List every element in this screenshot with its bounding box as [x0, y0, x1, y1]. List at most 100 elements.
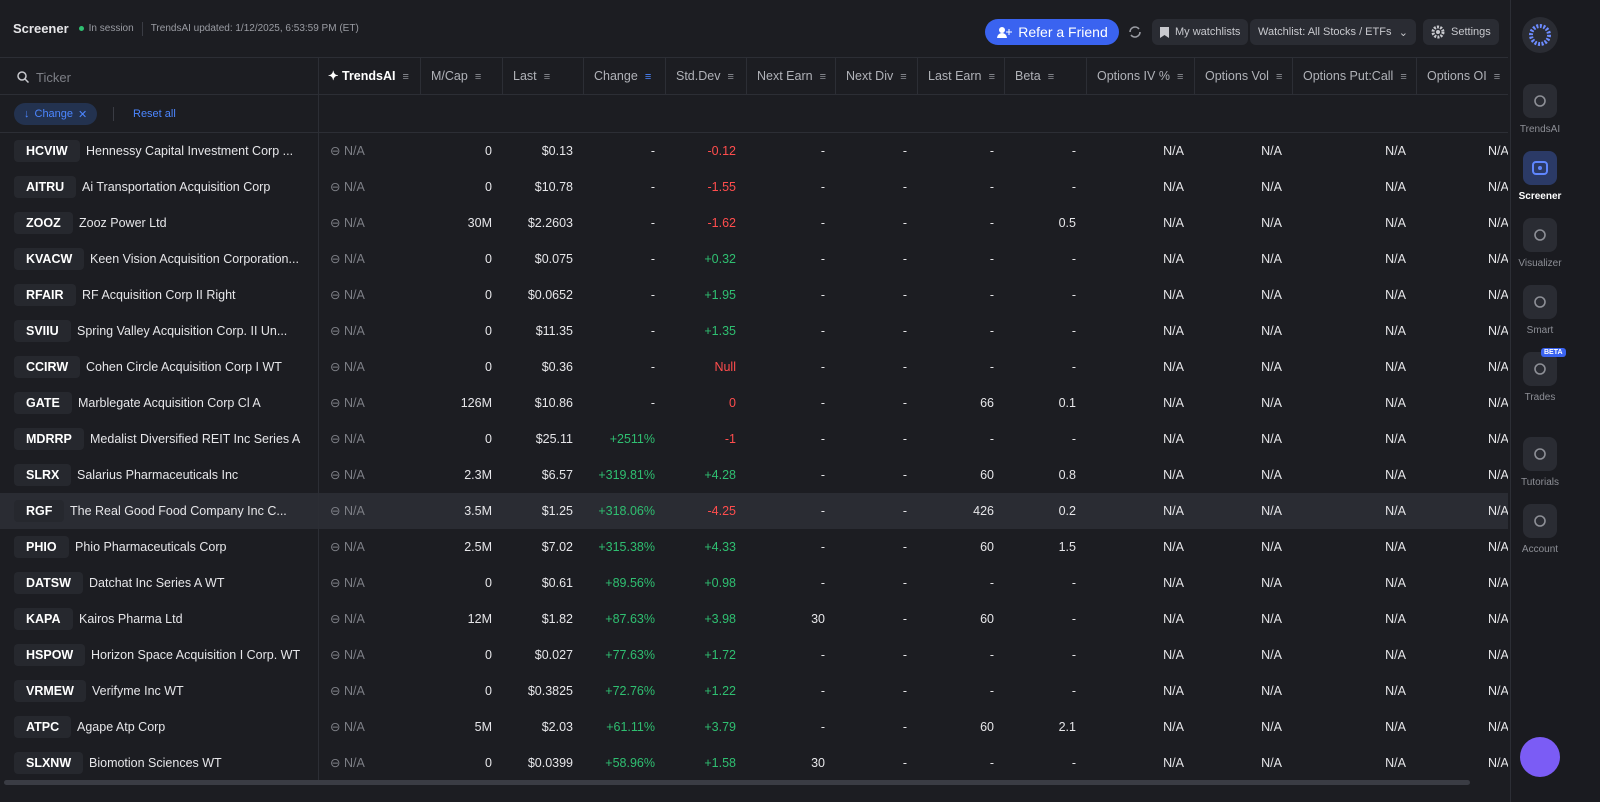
cell: $0.027: [534, 648, 573, 662]
table-row[interactable]: MDRRP Medalist Diversified REIT Inc Serie…: [0, 421, 1508, 457]
table-row[interactable]: HSPOW Horizon Space Acquisition I Corp. W…: [0, 637, 1508, 673]
column-header-cell[interactable]: Last Earn ≡: [917, 58, 1004, 95]
cell: $0.13: [541, 144, 573, 158]
cell: $0.075: [534, 252, 573, 266]
cell: N/A: [1488, 144, 1508, 158]
cell: N/A: [1488, 288, 1508, 302]
table-row[interactable]: AITRU Ai Transportation Acquisition Corp N…: [0, 169, 1508, 205]
watchlists-button[interactable]: My watchlists: [1152, 19, 1249, 45]
cell: -: [820, 360, 825, 374]
scrollbar[interactable]: [4, 780, 1470, 785]
table-row[interactable]: SLRX Salarius Pharmaceuticals Inc N/A ⊖ 2.3M…: [0, 457, 1508, 493]
nav-label: Smart: [1526, 325, 1554, 336]
column-header-cell[interactable]: Options Vol ≡: [1194, 58, 1292, 95]
cell: -: [1071, 756, 1076, 770]
nav-item[interactable]: Smart: [1511, 285, 1569, 336]
watchlist-select[interactable]: Watchlist: All Stocks / ETFs ⌄: [1250, 19, 1416, 45]
cell: -: [820, 180, 825, 194]
table-row[interactable]: ATPC Agape Atp Corp N/A ⊖ 5M $2.03 +61.11% +3.7…: [0, 709, 1508, 745]
filter-chip[interactable]: ↓ Change ✕: [14, 103, 98, 125]
column-header-cell[interactable]: Next Earn ≡: [746, 58, 835, 95]
cell: -1.62: [707, 216, 737, 230]
table-row[interactable]: VRMEW Verifyme Inc WT N/A ⊖ 0 $0.3825 +72.76% +…: [0, 673, 1508, 709]
company-name: RF Acquisition Corp II Right: [82, 288, 236, 302]
filter-bar: ↓ Change ✕ Reset all: [0, 95, 1508, 133]
search-input[interactable]: Ticker: [36, 70, 71, 85]
cell: N/A: [1385, 648, 1406, 662]
company-name: Medalist Diversified REIT Inc Series A: [90, 432, 301, 446]
cell: $25.11: [535, 432, 573, 446]
cell: -: [902, 756, 907, 770]
column-header-cell[interactable]: Options OI ≡: [1416, 58, 1508, 95]
status-dot: [78, 26, 84, 31]
column-header-cell[interactable]: Next Div ≡: [835, 58, 917, 95]
cell: 426: [973, 504, 994, 518]
column-header-cell[interactable]: Change ≡: [583, 58, 665, 95]
column-header-cell[interactable]: M/Cap ≡: [420, 58, 502, 95]
cell: +4.28: [704, 468, 736, 482]
cell: -: [820, 252, 825, 266]
cell: 0: [485, 648, 492, 662]
table-row[interactable]: PHIO Phio Pharmaceuticals Corp N/A ⊖ 2.5M $7.…: [0, 529, 1508, 565]
chat-button[interactable]: [1520, 737, 1560, 777]
table-row[interactable]: CCIRW Cohen Circle Acquisition Corp I WT N…: [0, 349, 1508, 385]
nav-item[interactable]: Account: [1511, 504, 1569, 555]
table-row[interactable]: KVACW Keen Vision Acquisition Corporation…: [0, 241, 1508, 277]
company-name: The Real Good Food Company Inc C...: [70, 504, 287, 518]
table-row[interactable]: KAPA Kairos Pharma Ltd N/A ⊖ 12M $1.82 +87.63%…: [0, 601, 1508, 637]
trendsai: N/A ⊖: [330, 216, 365, 230]
settings-button[interactable]: Settings: [1423, 19, 1499, 45]
cell: -: [820, 396, 825, 410]
cell: N/A: [1261, 504, 1282, 518]
column-header-cell[interactable]: TrendsAI ≡ ✦: [328, 69, 409, 83]
main: Screener In session TrendsAI updated: 1/…: [0, 19, 1508, 785]
column-header-cell[interactable]: Last ≡: [502, 58, 583, 95]
cell: -: [902, 720, 907, 734]
refer-button[interactable]: Refer a Friend: [985, 19, 1119, 45]
cell: $2.2603: [527, 216, 573, 230]
cell: N/A: [1488, 324, 1508, 338]
table-row[interactable]: RFAIR RF Acquisition Corp II Right N/A ⊖ 0 $0…: [0, 277, 1508, 313]
column-header-cell[interactable]: Options Put:Call ≡: [1292, 58, 1416, 95]
table-row[interactable]: SLXNW Biomotion Sciences WT N/A ⊖ 0 $0.0399 +5…: [0, 745, 1508, 781]
cell: $0.0652: [527, 288, 573, 302]
nav-item[interactable]: Trades BETA: [1511, 348, 1569, 403]
reset-link[interactable]: Reset all: [133, 108, 176, 120]
cell: +87.63%: [605, 612, 655, 626]
cell: 0: [485, 684, 492, 698]
table-row[interactable]: GATE Marblegate Acquisition Corp Cl A N/A ⊖…: [0, 385, 1508, 421]
ticker: HCVIW: [14, 140, 80, 162]
cell: N/A: [1488, 684, 1508, 698]
nav-item[interactable]: Tutorials: [1511, 437, 1569, 488]
table-row[interactable]: SVIIU Spring Valley Acquisition Corp. II …: [0, 313, 1508, 349]
table-row[interactable]: DATSW Datchat Inc Series A WT N/A ⊖ 0 $0.61 +8…: [0, 565, 1508, 601]
cell: +77.63%: [605, 648, 655, 662]
table-row[interactable]: ZOOZ Zooz Power Ltd N/A ⊖ 30M $2.2603 - -1.62 - -…: [0, 205, 1508, 241]
cell: N/A: [1261, 288, 1282, 302]
cell: -: [1071, 324, 1076, 338]
cell: -: [820, 684, 825, 698]
table-row[interactable]: HCVIW Hennessy Capital Investment Corp ..…: [0, 133, 1508, 169]
ticker: PHIO: [14, 536, 69, 558]
cell: -: [1071, 288, 1076, 302]
company-name: Verifyme Inc WT: [92, 684, 184, 698]
cell: N/A: [1261, 360, 1282, 374]
column-header-cell[interactable]: Beta ≡: [1004, 58, 1086, 95]
cell: 30M: [467, 216, 492, 230]
nav-label: Visualizer: [1518, 258, 1562, 269]
cell: N/A: [1261, 720, 1282, 734]
column-header-cell[interactable]: Options IV % ≡: [1086, 58, 1194, 95]
cell: -: [989, 684, 994, 698]
refresh-icon[interactable]: [1128, 25, 1142, 39]
column-header-cell[interactable]: Std.Dev ≡: [665, 58, 746, 95]
nav-item[interactable]: Visualizer: [1511, 218, 1569, 269]
cell: -: [902, 648, 907, 662]
table-row[interactable]: RGF The Real Good Food Company Inc C... N/…: [0, 493, 1508, 529]
cell: 12M: [467, 612, 492, 626]
cell: N/A: [1488, 468, 1508, 482]
nav-item[interactable]: TrendsAI: [1511, 84, 1569, 135]
trendsai: N/A ⊖: [330, 324, 365, 338]
nav-item[interactable]: Screener: [1511, 151, 1569, 202]
cell: -: [650, 360, 655, 374]
cell: -: [650, 252, 655, 266]
